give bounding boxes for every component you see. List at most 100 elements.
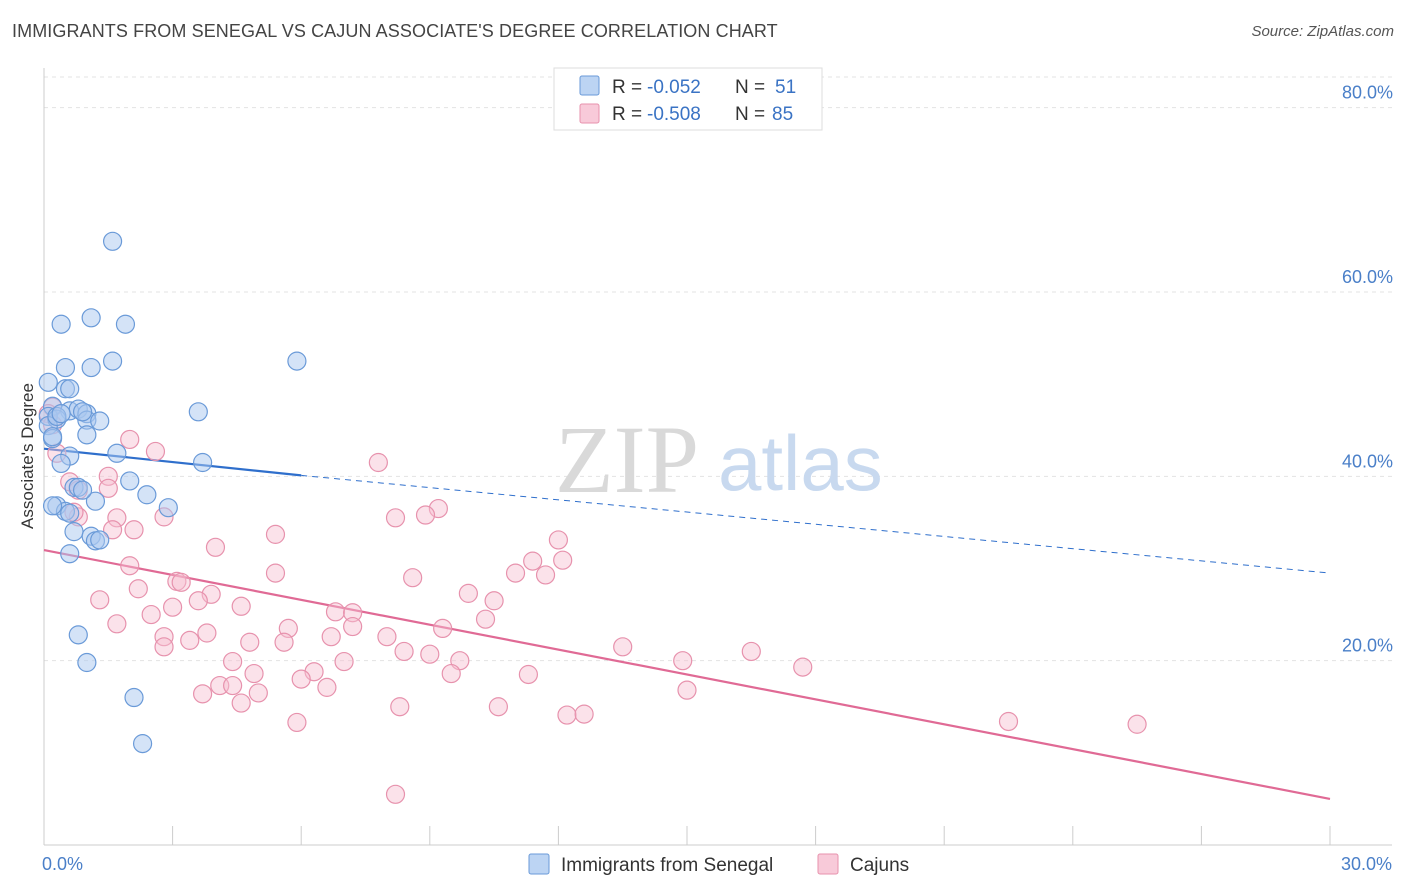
watermark: ZIP atlas xyxy=(555,406,883,513)
senegal-point xyxy=(158,498,178,518)
trend-lines xyxy=(43,447,1331,800)
senegal-point xyxy=(102,231,123,251)
legend-n-label-1: N = xyxy=(735,77,770,98)
legend-swatch-cajuns xyxy=(579,103,600,124)
senegal-point xyxy=(42,496,63,516)
cajuns-point xyxy=(265,524,286,544)
senegal-point xyxy=(64,522,84,542)
senegal-point xyxy=(81,308,101,328)
cajuns-point xyxy=(248,683,268,703)
senegal-point xyxy=(287,351,307,371)
cajuns-point xyxy=(390,697,410,717)
legend-n-label-2: N = xyxy=(735,104,770,125)
cajuns-point xyxy=(998,711,1019,732)
legend-n-value-2: 85 xyxy=(772,104,793,125)
senegal-point xyxy=(72,480,93,500)
watermark-atlas: atlas xyxy=(718,419,883,507)
cajuns-point xyxy=(128,579,148,599)
cajuns-point xyxy=(523,551,543,571)
cajuns-point xyxy=(163,597,183,617)
x-tick-label: 30.0% xyxy=(1341,854,1392,874)
cajuns-point xyxy=(141,604,161,625)
senegal-point xyxy=(68,625,88,645)
cajuns-point xyxy=(102,520,123,540)
cajuns-point xyxy=(433,618,453,639)
axes xyxy=(43,68,1392,846)
cajuns-point xyxy=(188,591,208,611)
cajuns-point xyxy=(574,704,594,724)
senegal-trend-extension xyxy=(301,474,1331,574)
senegal-point xyxy=(72,402,93,422)
cajuns-point xyxy=(154,637,174,657)
senegal-point xyxy=(77,425,97,445)
legend-n-value-1: 51 xyxy=(775,77,796,98)
senegal-point xyxy=(124,687,144,708)
legend-r-label-2: R = xyxy=(612,104,647,125)
cajuns-point xyxy=(548,530,569,550)
senegal-point xyxy=(51,314,71,334)
legend-r-value-1: -0.052 xyxy=(647,77,701,98)
senegal-point xyxy=(60,503,80,523)
cajuns-point xyxy=(441,663,461,684)
cajuns-point xyxy=(518,664,538,685)
gridlines xyxy=(44,76,1392,662)
senegal-point xyxy=(102,351,123,371)
legend-r-value-2: -0.508 xyxy=(647,104,701,125)
cajuns-point xyxy=(535,565,556,585)
senegal-point xyxy=(51,453,71,474)
senegal-point xyxy=(90,530,110,550)
cajuns-trend-line xyxy=(43,548,1331,800)
cajuns-point xyxy=(557,705,577,725)
senegal-point xyxy=(81,357,101,378)
cajuns-point xyxy=(403,568,423,588)
tick-labels: 20.0% 40.0% 60.0% 80.0% 0.0% 30.0% xyxy=(42,83,1393,874)
y-axis-label: Associate's Degree xyxy=(18,383,37,529)
cajuns-point xyxy=(98,478,118,498)
senegal-point xyxy=(107,443,127,463)
bottom-legend-label-senegal: Immigrants from Senegal xyxy=(561,855,773,876)
cajuns-point xyxy=(244,663,264,684)
senegal-point xyxy=(132,734,153,754)
senegal-point xyxy=(42,427,63,447)
cajuns-point xyxy=(291,669,311,689)
cajuns-point xyxy=(107,614,127,634)
correlation-legend: R = -0.052 N = 51 R = -0.508 N = 85 xyxy=(553,67,823,131)
x-tick-label: 0.0% xyxy=(42,854,83,874)
cajuns-point xyxy=(321,627,341,647)
legend-r-label-1: R = xyxy=(612,77,647,98)
senegal-point xyxy=(60,544,80,564)
bottom-legend-label-cajuns: Cajuns xyxy=(850,855,909,876)
cajuns-point xyxy=(180,630,200,650)
senegal-point xyxy=(188,402,208,422)
senegal-point xyxy=(120,471,140,491)
cajuns-point xyxy=(171,572,191,592)
cajuns-point xyxy=(205,537,226,557)
cajuns-point xyxy=(325,602,346,622)
senegal-point xyxy=(55,357,76,378)
y-tick-label: 60.0% xyxy=(1342,267,1393,287)
cajuns-point xyxy=(274,632,294,652)
cajuns-point xyxy=(231,596,251,616)
cajuns-point xyxy=(475,609,496,629)
cajuns-point xyxy=(120,556,140,576)
cajuns-point xyxy=(385,508,406,528)
cajuns-point xyxy=(197,623,217,643)
cajuns-point xyxy=(488,697,508,717)
cajuns-point xyxy=(107,508,127,528)
y-tick-label: 20.0% xyxy=(1342,636,1393,656)
cajuns-point xyxy=(741,641,761,662)
cajuns-point xyxy=(385,784,406,804)
cajuns-point xyxy=(193,684,213,704)
senegal-point xyxy=(77,652,97,673)
senegal-point xyxy=(90,411,110,431)
cajuns-point xyxy=(334,651,354,672)
senegal-points xyxy=(38,231,307,754)
cajuns-point xyxy=(673,651,693,671)
cajuns-point xyxy=(223,651,243,672)
senegal-point xyxy=(193,452,213,473)
cajuns-point xyxy=(317,677,337,697)
cajuns-point xyxy=(377,627,397,647)
legend-row-2: R = -0.508 N = 85 xyxy=(612,104,793,125)
senegal-point xyxy=(115,314,136,334)
senegal-trend-line xyxy=(43,447,302,477)
